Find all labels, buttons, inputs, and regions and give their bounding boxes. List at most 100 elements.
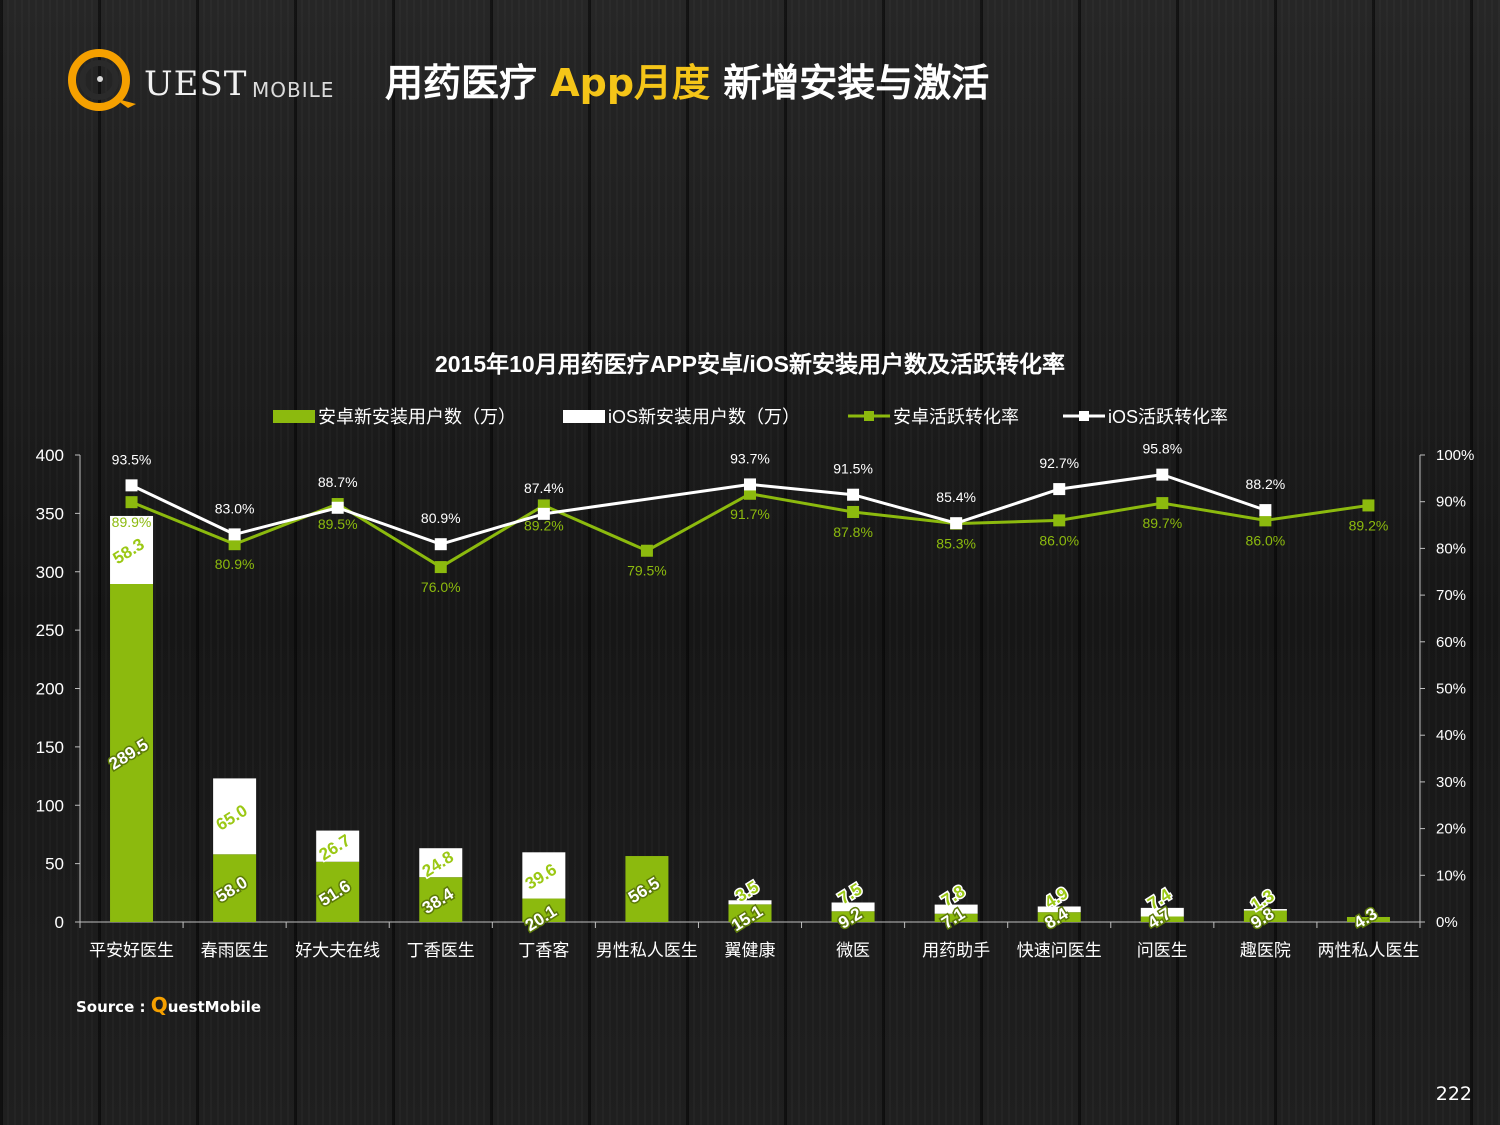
android-rate-marker — [1259, 514, 1272, 527]
legend-swatch-ios — [563, 410, 605, 423]
page-title-highlight: App月度 — [550, 61, 711, 105]
legend-label-ios: iOS新安装用户数（万） — [608, 407, 800, 427]
bar-ios — [934, 904, 978, 914]
logo-quest-text: UEST — [144, 64, 248, 104]
android-rate-label: 89.7% — [1142, 515, 1182, 531]
ios-rate-line — [130, 473, 1266, 546]
ios-rate-label: 80.9% — [421, 510, 461, 526]
ios-rate-marker — [1156, 468, 1169, 481]
android-rate-label: 86.0% — [1039, 532, 1079, 548]
y-right-tick-label: 70% — [1436, 587, 1466, 604]
ios-rate-marker — [228, 528, 241, 541]
y-right-tick-label: 30% — [1436, 774, 1466, 791]
android-rate-label: 85.3% — [936, 536, 976, 552]
ios-rate-label: 85.4% — [936, 489, 976, 505]
x-tick-label: 用药助手 — [922, 941, 990, 960]
x-tick-label: 微医 — [836, 941, 870, 960]
y-right-tick-label: 10% — [1436, 867, 1466, 884]
ios-rate-marker — [434, 538, 447, 551]
android-rate-label: 86.0% — [1246, 532, 1286, 548]
bar-android — [522, 898, 566, 922]
bar-ios — [831, 902, 875, 912]
x-tick-label: 丁香医生 — [407, 941, 475, 960]
ios-rate-marker — [125, 479, 138, 492]
bar-ios — [1037, 906, 1081, 913]
android-rate-label: 89.2% — [1349, 517, 1389, 533]
bar-android — [728, 904, 772, 922]
android-rate-marker — [640, 544, 653, 557]
ios-rate-marker — [331, 501, 344, 514]
bar-android — [1140, 916, 1184, 922]
ios-rate-label: 88.7% — [318, 474, 358, 490]
y-right-tick-label: 40% — [1436, 727, 1466, 744]
android-rate-marker — [228, 538, 241, 551]
android-rate-marker — [125, 496, 138, 509]
x-tick-label: 好大夫在线 — [295, 941, 380, 960]
ios-rate-label: 93.5% — [112, 451, 152, 467]
ios-rate-marker — [847, 488, 860, 501]
bar-ios — [1140, 907, 1184, 917]
y-right-tick-label: 50% — [1436, 681, 1466, 698]
android-rate-marker — [847, 505, 860, 518]
x-tick-label: 平安好医生 — [89, 941, 174, 960]
x-tick-label: 春雨医生 — [201, 941, 269, 960]
y-left-tick-label: 0 — [55, 913, 64, 932]
bar-ios — [522, 852, 566, 899]
legend-label-ios-rate: iOS活跃转化率 — [1108, 407, 1228, 427]
bar-ios — [213, 778, 257, 855]
android-rate-marker — [1053, 514, 1066, 527]
y-left-tick-label: 100 — [36, 796, 64, 815]
y-left-tick-label: 300 — [36, 563, 64, 582]
legend-swatch-android — [273, 410, 315, 423]
bar-android — [1243, 910, 1287, 922]
android-rate-label: 91.7% — [730, 506, 770, 522]
bar-android — [419, 877, 463, 922]
android-rate-marker — [1362, 499, 1375, 512]
source-q: Q — [150, 993, 168, 1017]
legend-marker-android-rate — [864, 411, 874, 421]
y-left-tick-label: 350 — [36, 504, 64, 523]
bar-android — [110, 584, 154, 922]
legend-label-android: 安卓新安装用户数（万） — [318, 407, 516, 427]
bar-ios — [728, 900, 772, 905]
ios-rate-marker — [1259, 504, 1272, 517]
bar-android — [213, 854, 257, 922]
legend-marker-ios-rate — [1079, 411, 1089, 421]
y-right-tick-label: 60% — [1436, 634, 1466, 651]
ios-rate-marker — [537, 507, 550, 520]
source-label: Source : — [76, 998, 151, 1016]
legend-label-android-rate: 安卓活跃转化率 — [893, 407, 1019, 427]
y-left-tick-label: 150 — [36, 738, 64, 757]
ios-rate-marker — [744, 478, 756, 491]
bar-ios — [1243, 909, 1287, 911]
ios-rate-label: 88.2% — [1246, 476, 1286, 492]
page-number: 222 — [1435, 1083, 1472, 1105]
android-rate-label: 89.9% — [112, 514, 152, 530]
ios-rate-marker — [950, 517, 963, 530]
android-rate-marker — [434, 561, 447, 574]
x-tick-label: 两性私人医生 — [1317, 941, 1419, 960]
questmobile-logo: UEST MOBILE — [66, 44, 356, 114]
source-note: Source : QuestMobile — [76, 993, 261, 1017]
android-rate-label: 87.8% — [833, 524, 873, 540]
bar-ios — [419, 848, 463, 878]
bar-label-android: 4.3 — [1350, 904, 1380, 933]
android-rate-label: 89.2% — [524, 517, 564, 533]
bar-android — [625, 856, 669, 922]
android-rate-label: 79.5% — [627, 563, 667, 579]
source-name: uestMobile — [167, 998, 262, 1016]
y-right-tick-label: 100% — [1436, 447, 1474, 464]
ios-rate-label: 83.0% — [215, 500, 255, 516]
ios-rate-label: 93.7% — [730, 450, 770, 466]
x-tick-label: 翼健康 — [725, 941, 776, 960]
y-left-tick-label: 50 — [45, 855, 64, 874]
y-right-tick-label: 20% — [1436, 821, 1466, 838]
bar-android — [1346, 916, 1390, 922]
quest-logo-icon — [68, 49, 136, 111]
logo-mobile-text: MOBILE — [252, 78, 335, 102]
android-rate-label: 89.5% — [318, 516, 358, 532]
x-tick-label: 趣医院 — [1240, 941, 1291, 960]
y-right-tick-label: 80% — [1436, 540, 1466, 557]
x-tick-label: 问医生 — [1137, 941, 1188, 960]
